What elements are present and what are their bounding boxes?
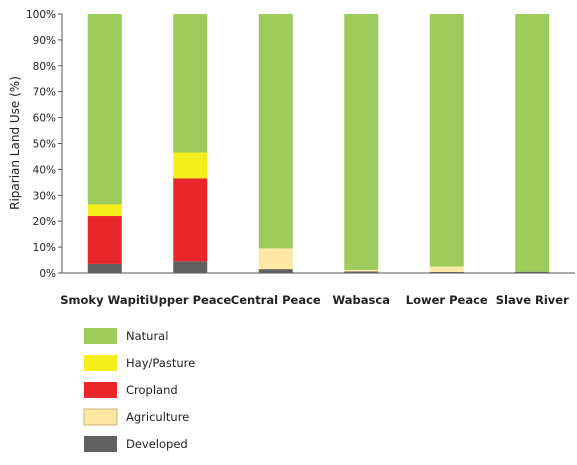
axes bbox=[58, 13, 575, 274]
legend-label: Natural bbox=[126, 329, 168, 343]
legend-swatch bbox=[84, 382, 117, 398]
y-tick-label: 40% bbox=[33, 164, 56, 176]
y-tick-label: 10% bbox=[33, 242, 56, 254]
y-tick-label: 100% bbox=[26, 9, 56, 21]
y-tick-label: 80% bbox=[33, 61, 56, 73]
bar-segment-hay-pasture bbox=[87, 204, 122, 217]
y-tick-label: 70% bbox=[33, 87, 56, 99]
legend-swatch bbox=[84, 355, 117, 371]
y-tick-label: 90% bbox=[33, 35, 56, 47]
x-category-label: Lower Peace bbox=[406, 293, 488, 307]
x-category-label: Smoky Wapiti bbox=[60, 293, 149, 307]
legend-item-hay-pasture: Hay/Pasture bbox=[84, 355, 195, 371]
legend-swatch bbox=[84, 436, 117, 452]
y-axis-title: Riparian Land Use (%) bbox=[8, 76, 22, 210]
bar-segment-natural bbox=[173, 14, 208, 153]
y-tick-label: 20% bbox=[33, 216, 56, 228]
bar-segment-developed bbox=[87, 263, 122, 273]
legend-item-agriculture: Agriculture bbox=[83, 408, 189, 426]
bar-segment-developed bbox=[515, 271, 550, 273]
bar-segment-developed bbox=[429, 271, 464, 273]
labels: 0% 10% 20% 30% 40% 50% 60% 70% 80% 90% 100% Smoky W… bbox=[26, 9, 569, 307]
bar-segment-agriculture bbox=[429, 266, 464, 272]
y-tick-label: 30% bbox=[33, 190, 56, 202]
bar-segment-agriculture bbox=[344, 269, 379, 272]
bar-segment-developed bbox=[258, 269, 293, 273]
bar-segment-natural bbox=[258, 14, 293, 249]
y-tick-label: 60% bbox=[33, 113, 56, 125]
legend-item-natural: Natural bbox=[84, 328, 168, 344]
bar-segment-developed bbox=[173, 261, 208, 273]
legend-label: Agriculture bbox=[126, 410, 189, 424]
y-tick-label: 50% bbox=[33, 139, 56, 151]
y-tick-label: 0% bbox=[39, 268, 56, 280]
x-category-label: Central Peace bbox=[231, 293, 321, 307]
x-category-label: Wabasca bbox=[333, 293, 390, 307]
legend-label: Cropland bbox=[126, 383, 178, 397]
legend-swatch bbox=[84, 328, 117, 344]
legend: Natural Hay/Pasture Cropland Agriculture Dev… bbox=[83, 328, 195, 452]
bar-segment-hay-pasture bbox=[173, 152, 208, 179]
legend-label: Hay/Pasture bbox=[126, 356, 195, 370]
bars bbox=[87, 14, 550, 273]
bar-segment-cropland bbox=[173, 178, 208, 262]
bar-segment-agriculture bbox=[258, 248, 293, 270]
legend-swatch bbox=[83, 408, 118, 426]
bar-segment-natural bbox=[429, 14, 464, 267]
legend-label: Developed bbox=[126, 437, 188, 451]
bar-segment-natural bbox=[87, 14, 122, 205]
x-category-label: Slave River bbox=[496, 293, 569, 307]
x-category-label: Upper Peace bbox=[149, 293, 231, 307]
bar-segment-natural bbox=[344, 14, 379, 270]
legend-item-cropland: Cropland bbox=[84, 382, 178, 398]
bar-segment-developed bbox=[344, 271, 379, 273]
legend-item-developed: Developed bbox=[84, 436, 188, 452]
bar-segment-cropland bbox=[87, 216, 122, 264]
bar-segment-natural bbox=[515, 14, 550, 272]
